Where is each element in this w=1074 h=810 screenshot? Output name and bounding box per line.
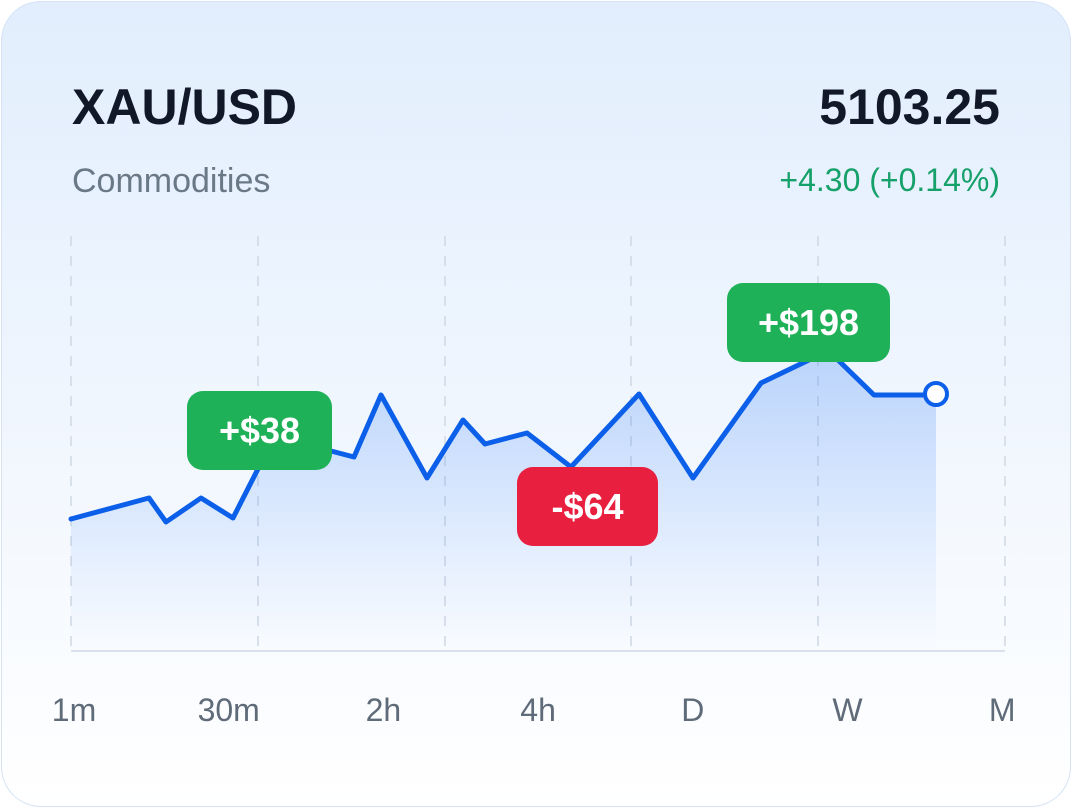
timeframe-tab[interactable]: W bbox=[832, 692, 863, 728]
area-fill bbox=[71, 359, 936, 650]
pnl-badge: +$38 bbox=[187, 391, 332, 470]
symbol: XAU/USD bbox=[72, 79, 298, 135]
timeframe-tab[interactable]: M bbox=[988, 692, 1016, 728]
pnl-badge: +$198 bbox=[727, 283, 890, 362]
timeframe-tab[interactable]: 30m bbox=[197, 692, 260, 728]
price: 5103.25 bbox=[819, 79, 1000, 135]
timeframe-tab[interactable]: D bbox=[681, 692, 705, 728]
timeframe-tab[interactable]: 2h bbox=[365, 692, 402, 728]
timeframe-tab[interactable]: 4h bbox=[520, 692, 556, 728]
change: +4.30 (+0.14%) bbox=[779, 162, 1000, 198]
price-line bbox=[68, 356, 939, 525]
last-point bbox=[923, 381, 949, 407]
pnl-badge: -$64 bbox=[517, 467, 658, 546]
timeframe-tab[interactable]: 1m bbox=[51, 692, 97, 728]
category: Commodities bbox=[72, 162, 271, 200]
